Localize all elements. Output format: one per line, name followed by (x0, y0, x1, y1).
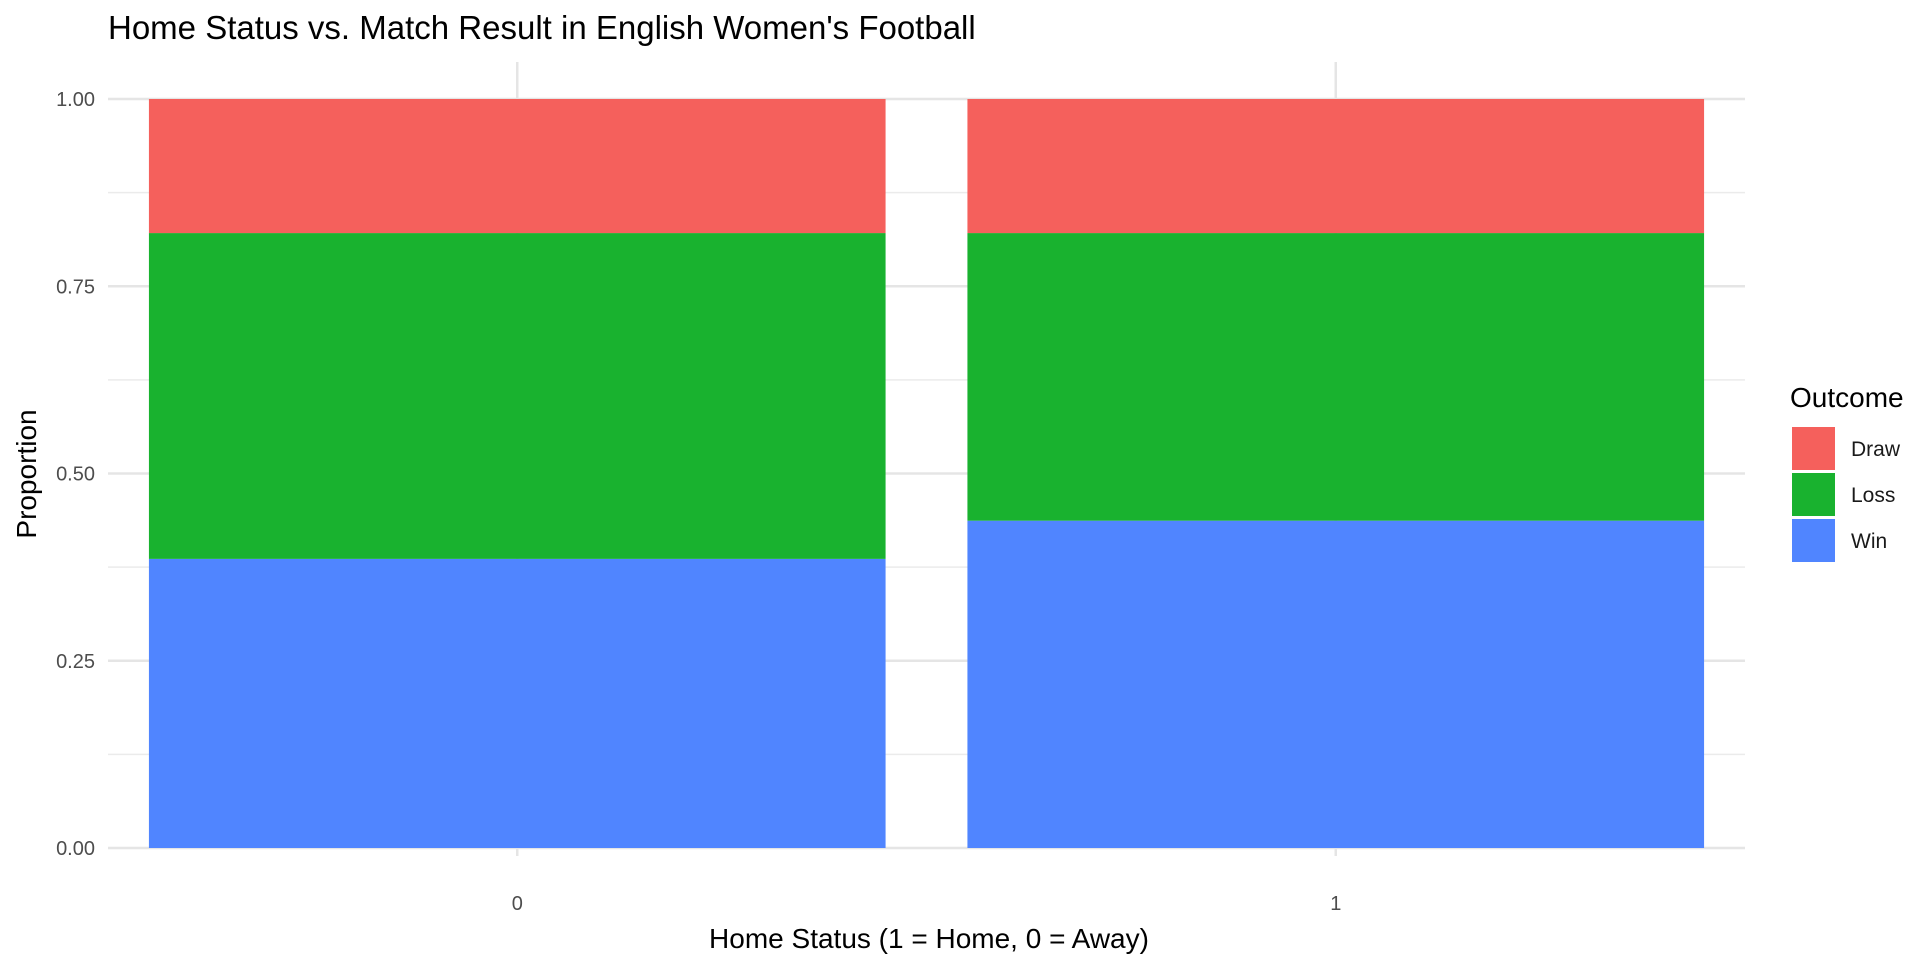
y-tick-labels: 0.00 0.25 0.50 0.75 1.00 (56, 89, 95, 860)
y-axis-title: Proportion (11, 409, 42, 538)
y-tick-label: 0.00 (56, 838, 95, 860)
bar-draw-1 (967, 99, 1705, 234)
bar-loss-1 (967, 233, 1705, 521)
bar-draw-0 (148, 99, 886, 234)
y-tick-label: 0.50 (56, 464, 95, 486)
bar-win-0 (148, 558, 886, 848)
y-tick-label: 1.00 (56, 89, 95, 111)
legend-label-loss: Loss (1851, 484, 1895, 507)
y-tick-label: 0.75 (56, 276, 95, 298)
legend-title: Outcome (1790, 382, 1904, 413)
legend-label-draw: Draw (1851, 438, 1901, 461)
bar-loss-0 (148, 233, 886, 559)
chart-title: Home Status vs. Match Result in English … (108, 9, 976, 46)
y-tick-label: 0.25 (56, 651, 95, 673)
x-axis-title: Home Status (1 = Home, 0 = Away) (709, 923, 1149, 954)
legend-key-win (1792, 519, 1835, 562)
x-tick-label: 1 (1330, 893, 1341, 915)
legend: Outcome Draw Loss Win (1790, 382, 1904, 562)
bars (148, 99, 1705, 848)
legend-key-draw (1792, 427, 1835, 470)
x-tick-label: 0 (512, 893, 523, 915)
legend-key-loss (1792, 473, 1835, 516)
bar-win-1 (967, 520, 1705, 848)
legend-label-win: Win (1851, 530, 1887, 553)
